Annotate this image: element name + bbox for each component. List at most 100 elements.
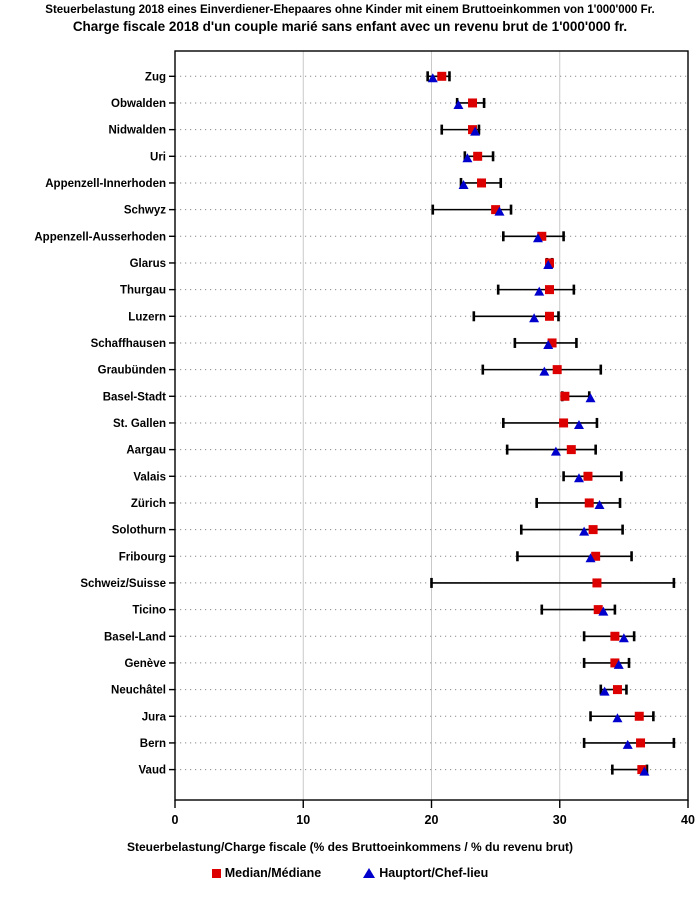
- hauptort-marker: [613, 659, 624, 669]
- max-cap: [572, 284, 576, 295]
- max-cap: [625, 684, 628, 695]
- canton-label: Obwalden: [111, 98, 166, 110]
- canton-label: St. Gallen: [113, 418, 166, 430]
- max-cap: [594, 444, 597, 455]
- x-tick-label-40: 40: [681, 813, 695, 827]
- min-cap: [502, 417, 505, 428]
- max-cap: [630, 551, 633, 562]
- canton-label: Glarus: [130, 258, 166, 270]
- hauptort-marker: [622, 739, 633, 749]
- hauptort-marker: [532, 233, 543, 243]
- max-cap: [621, 524, 624, 535]
- hauptort-marker: [585, 553, 596, 563]
- canton-label: Neuchâtel: [111, 685, 166, 697]
- x-tick-label-20: 20: [425, 813, 439, 827]
- max-cap: [645, 764, 649, 775]
- max-cap: [652, 711, 655, 722]
- hauptort-marker: [612, 713, 623, 723]
- canton-label: Basel-Stadt: [103, 391, 166, 403]
- legend-item-median: Median/Médiane: [211, 866, 322, 880]
- min-cap: [611, 764, 614, 775]
- max-cap: [627, 657, 631, 668]
- x-tick-label-10: 10: [296, 813, 310, 827]
- median-marker: [634, 711, 644, 721]
- legend-hauptort-label: Hauptort/Chef-lieu: [379, 866, 489, 880]
- legend: Median/Médiane Hauptort/Chef-lieu: [0, 866, 700, 880]
- hauptort-marker: [470, 126, 481, 136]
- max-cap: [672, 737, 676, 748]
- hauptort-marker: [543, 339, 554, 349]
- hauptort-marker: [427, 73, 438, 83]
- min-cap: [562, 471, 565, 482]
- max-cap: [613, 604, 617, 615]
- canton-label: Luzern: [128, 311, 166, 323]
- min-cap: [540, 604, 544, 615]
- min-cap: [426, 71, 429, 82]
- canton-label: Solothurn: [112, 525, 166, 537]
- median-marker: [547, 338, 557, 348]
- canton-label: Bern: [140, 738, 166, 750]
- max-cap: [562, 231, 565, 242]
- median-marker: [592, 578, 602, 588]
- min-cap: [502, 231, 505, 242]
- median-marker: [566, 445, 576, 455]
- x-tick-label-30: 30: [553, 813, 567, 827]
- canton-label: Zürich: [131, 498, 166, 510]
- hauptort-marker: [462, 153, 473, 163]
- max-cap: [448, 71, 451, 82]
- canton-label: Jura: [142, 711, 167, 723]
- legend-median-label: Median/Médiane: [224, 866, 322, 880]
- min-cap: [535, 497, 538, 508]
- min-cap: [516, 551, 519, 562]
- canton-label: Basel-Land: [104, 631, 166, 643]
- canton-label: Aargau: [126, 445, 166, 457]
- median-marker: [560, 391, 570, 401]
- max-cap: [618, 497, 622, 508]
- hauptort-marker: [529, 313, 540, 323]
- median-marker: [610, 658, 620, 668]
- median-marker: [491, 205, 501, 215]
- hauptort-marker: [573, 473, 584, 483]
- canton-label: Valais: [133, 471, 166, 483]
- max-cap: [595, 417, 599, 428]
- hauptort-marker: [585, 393, 596, 403]
- min-cap: [459, 177, 463, 188]
- median-marker: [588, 525, 598, 535]
- median-marker: [437, 71, 447, 81]
- min-cap: [505, 444, 509, 455]
- hauptort-marker: [543, 259, 554, 269]
- canton-label: Genève: [124, 658, 166, 670]
- canton-label: Uri: [150, 151, 166, 163]
- median-marker: [583, 471, 593, 481]
- canton-label: Appenzell-Innerhoden: [45, 178, 166, 190]
- max-cap: [575, 337, 578, 348]
- min-cap: [463, 151, 467, 162]
- median-marker: [544, 311, 554, 321]
- median-marker: [593, 605, 603, 615]
- hauptort-marker: [639, 766, 650, 776]
- max-cap: [477, 124, 481, 135]
- x-tick-label-0: 0: [172, 813, 179, 827]
- chart-title-french: Charge fiscale 2018 d'un couple marié sa…: [72, 19, 628, 34]
- median-marker: [612, 685, 622, 695]
- median-marker: [477, 178, 487, 188]
- max-cap: [499, 177, 503, 188]
- canton-range-plot: Zug Obwalden Nidwalden Uri Appenzell-Innerho…: [34, 50, 695, 827]
- hauptort-marker: [550, 446, 561, 456]
- median-square-icon: [211, 868, 221, 878]
- canton-label: Vaud: [139, 765, 166, 777]
- min-cap: [582, 631, 586, 642]
- hauptort-marker: [599, 686, 610, 696]
- legend-item-hauptort: Hauptort/Chef-lieu: [363, 866, 488, 880]
- median-marker: [544, 285, 554, 295]
- max-cap: [491, 151, 495, 162]
- median-marker: [610, 631, 620, 641]
- median-marker: [468, 125, 478, 135]
- hauptort-marker: [598, 606, 609, 616]
- hauptort-marker: [539, 366, 550, 376]
- min-cap: [430, 577, 433, 588]
- max-cap: [557, 311, 560, 322]
- hauptort-marker: [453, 99, 464, 109]
- median-marker: [637, 765, 647, 775]
